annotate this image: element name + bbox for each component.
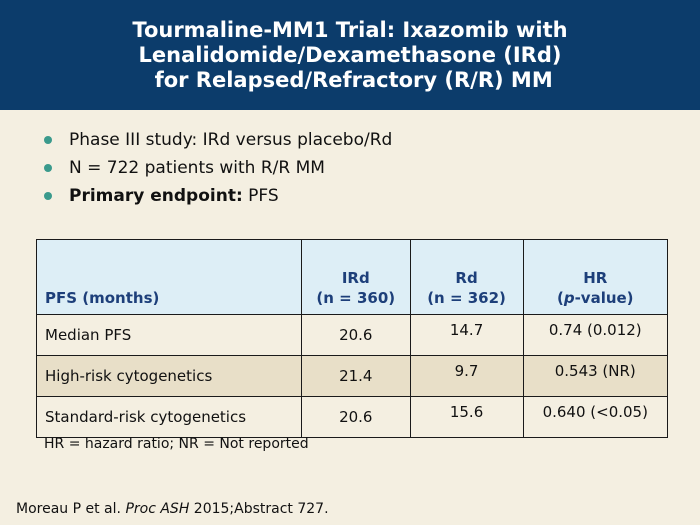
footnote: HR = hazard ratio; NR = Not reported <box>44 436 309 452</box>
header-sublabel: (p-value) <box>556 289 634 307</box>
cell-ird: 21.4 <box>300 355 411 397</box>
row-label: Median PFS <box>36 314 302 356</box>
title-line-2: Lenalidomide/Dexamethasone (IRd) <box>138 42 562 67</box>
bullet-text: PFS <box>242 186 279 206</box>
slide-title: Tourmaline-MM1 Trial: Ixazomib with Lena… <box>0 0 700 110</box>
bullet-dot-icon <box>44 136 52 144</box>
title-line-1: Tourmaline-MM1 Trial: Ixazomib with <box>132 17 568 42</box>
table-row: Standard-risk cytogenetics 20.6 15.6 0.6… <box>36 396 669 438</box>
bullet-dot-icon <box>44 192 52 200</box>
header-label: Rd <box>455 269 478 287</box>
cell-hr: 0.74 (0.012) <box>522 314 669 356</box>
header-sublabel: (n = 360) <box>316 289 396 307</box>
header-sublabel: (n = 362) <box>427 289 506 307</box>
header-rd: Rd (n = 362) <box>409 239 524 315</box>
citation: Moreau P et al. Proc ASH 2015;Abstract 7… <box>16 501 329 517</box>
title-line-3: for Relapsed/Refractory (R/R) MM <box>147 67 553 92</box>
row-label: High-risk cytogenetics <box>36 355 302 397</box>
cell-hr: 0.640 (<0.05) <box>522 396 669 438</box>
bullet-item-endpoint: Primary endpoint: PFS <box>44 182 392 210</box>
bullet-text: N = 722 patients with R/R MM <box>69 158 325 178</box>
header-ird: IRd (n = 360) <box>300 239 411 315</box>
header-label: HR <box>583 269 608 287</box>
cell-rd: 9.7 <box>409 355 524 397</box>
cell-rd: 14.7 <box>409 314 524 356</box>
header-pfs-months: PFS (months) <box>36 239 302 315</box>
bullet-item-study: Phase III study: IRd versus placebo/Rd <box>44 126 392 154</box>
row-label: Standard-risk cytogenetics <box>36 396 302 438</box>
bullet-dot-icon <box>44 164 52 172</box>
bullet-text: Phase III study: IRd versus placebo/Rd <box>69 130 393 150</box>
cell-ird: 20.6 <box>300 396 411 438</box>
table-row: Median PFS 20.6 14.7 0.74 (0.012) <box>36 314 669 356</box>
header-hr: HR (p-value) <box>522 239 669 315</box>
table-row: High-risk cytogenetics 21.4 9.7 0.543 (N… <box>36 355 669 397</box>
table-header-row: PFS (months) IRd (n = 360) Rd (n = 362) … <box>36 239 669 315</box>
bullet-list: Phase III study: IRd versus placebo/Rd N… <box>44 126 392 210</box>
bullet-bold-label: Primary endpoint: <box>69 186 243 206</box>
cell-ird: 20.6 <box>300 314 411 356</box>
header-label: IRd <box>341 269 370 287</box>
header-label: PFS (months) <box>45 289 160 307</box>
pfs-table: PFS (months) IRd (n = 360) Rd (n = 362) … <box>36 239 669 438</box>
cell-rd: 15.6 <box>409 396 524 438</box>
cell-hr: 0.543 (NR) <box>522 355 669 397</box>
bullet-item-patients: N = 722 patients with R/R MM <box>44 154 392 182</box>
